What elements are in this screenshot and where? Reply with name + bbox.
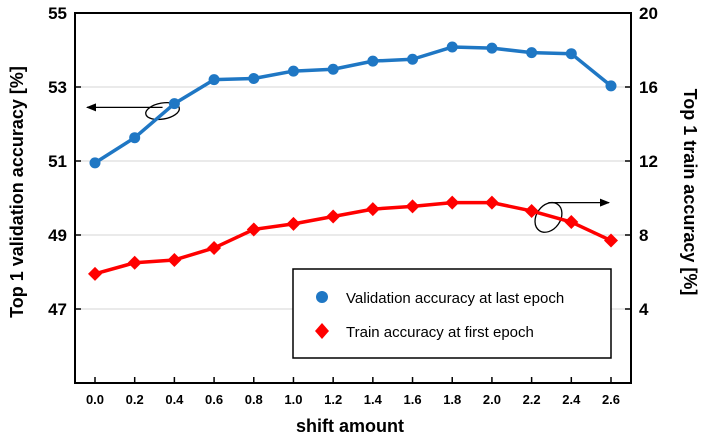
data-point	[405, 199, 420, 214]
data-point	[208, 74, 220, 86]
legend-box	[292, 268, 612, 359]
x-tick-label: 1.8	[443, 392, 461, 407]
series-line	[94, 200, 612, 276]
left-y-tick-label: 53	[48, 78, 67, 97]
data-point	[246, 222, 261, 237]
data-point	[287, 65, 299, 77]
plot-border	[74, 12, 632, 384]
data-point	[565, 48, 577, 60]
gridlines	[75, 12, 631, 310]
x-axis-title: shift amount	[296, 416, 404, 436]
data-point	[326, 209, 341, 224]
data-point	[486, 42, 498, 54]
validation-axis-ellipse	[145, 101, 180, 121]
x-tick-label: 0.2	[126, 392, 144, 407]
data-point	[89, 157, 101, 169]
x-tick-label: 0.0	[86, 392, 104, 407]
legend-marker-train	[315, 323, 329, 339]
series-line	[94, 45, 613, 165]
left-y-tick-label: 49	[48, 226, 67, 245]
data-point	[526, 47, 538, 59]
x-tick-label: 1.2	[324, 392, 342, 407]
data-point	[365, 202, 380, 217]
left-y-tick-label: 51	[48, 152, 67, 171]
data-point	[248, 72, 260, 84]
x-tick-label: 2.2	[523, 392, 541, 407]
legend: Validation accuracy at last epoch Train …	[292, 268, 612, 359]
x-tick-label: 2.0	[483, 392, 501, 407]
right-y-axis-title: Top 1 train accuracy [%]	[680, 89, 700, 296]
left-y-tick-label: 55	[48, 4, 67, 23]
x-tick-label: 0.4	[165, 392, 184, 407]
x-tick-label: 1.4	[364, 392, 383, 407]
data-point	[327, 63, 339, 75]
x-tick-label: 1.0	[284, 392, 302, 407]
tick-labels: 0.0 0.2 0.4 0.6 0.8 1.0 1.2 1.4 1.6 1.8 2.0 2.2 2.4 2…	[48, 4, 658, 407]
x-tick-label: 0.6	[205, 392, 223, 407]
series-validation	[89, 41, 617, 169]
plot-frame	[74, 12, 632, 384]
data-point	[445, 195, 460, 210]
x-tick-label: 2.4	[562, 392, 581, 407]
data-point	[446, 41, 458, 53]
train-axis-ellipse	[534, 201, 563, 233]
data-point	[129, 132, 141, 144]
right-y-tick-label: 20	[639, 4, 658, 23]
data-point	[484, 195, 499, 210]
axis-annotations	[86, 101, 610, 233]
legend-label-train: Train accuracy at first epoch	[346, 324, 534, 341]
right-y-tick-label: 8	[639, 226, 648, 245]
data-point	[564, 215, 579, 230]
legend-marker-validation	[316, 291, 328, 303]
data-point	[407, 53, 419, 65]
data-point	[524, 203, 539, 218]
data-point	[167, 252, 182, 267]
data-point	[127, 255, 142, 270]
x-tick-label: 0.8	[245, 392, 263, 407]
x-tick-label: 1.6	[403, 392, 421, 407]
x-tick-label: 2.6	[602, 392, 620, 407]
data-point	[168, 98, 180, 110]
right-y-tick-label: 12	[639, 152, 658, 171]
left-y-axis-title: Top 1 validation accuracy [%]	[7, 66, 27, 318]
data-point	[604, 233, 618, 248]
data-point	[207, 240, 222, 255]
right-y-tick-label: 4	[639, 300, 649, 319]
legend-label-validation: Validation accuracy at last epoch	[346, 290, 564, 307]
data-point	[88, 266, 102, 281]
data-point	[605, 80, 617, 92]
series-train	[88, 195, 618, 281]
right-y-tick-label: 16	[639, 78, 658, 97]
data-point	[286, 216, 301, 231]
data-point	[367, 55, 379, 67]
series-layer	[88, 41, 618, 281]
left-y-tick-label: 47	[48, 300, 67, 319]
